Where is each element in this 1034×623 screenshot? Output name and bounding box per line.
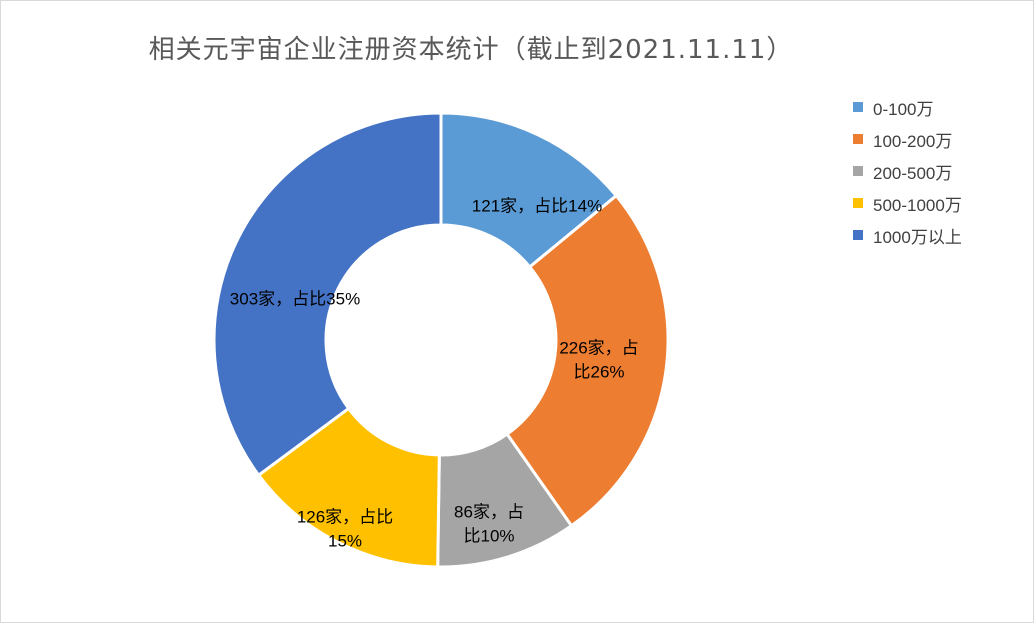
- legend-label: 0-100万: [873, 99, 934, 119]
- legend-swatch: [853, 198, 863, 208]
- legend-label: 100-200万: [873, 131, 953, 151]
- data-label-100-200万: 226家，占: [559, 338, 638, 357]
- legend-label: 500-1000万: [873, 195, 962, 215]
- data-label-200-500万: 比10%: [463, 526, 514, 545]
- legend-label: 1000万以上: [873, 227, 962, 247]
- legend-swatch: [853, 102, 863, 112]
- slice-100-200万: [505, 193, 670, 528]
- legend-swatch: [853, 134, 863, 144]
- legend-item: 100-200万: [853, 123, 962, 155]
- legend-swatch: [853, 230, 863, 240]
- data-label-0-100万: 121家，占比14%: [472, 196, 602, 215]
- data-label-100-200万: 比26%: [573, 362, 624, 381]
- data-label-200-500万: 86家，占: [454, 502, 524, 521]
- legend-swatch: [853, 166, 863, 176]
- data-label-500-1000万: 126家，占比: [297, 507, 393, 526]
- chart-title: 相关元宇宙企业注册资本统计（截止到2021.11.11）: [148, 35, 794, 65]
- legend-item: 1000万以上: [853, 219, 962, 251]
- legend-item: 500-1000万: [853, 187, 962, 219]
- legend-label: 200-500万: [873, 163, 953, 183]
- legend-item: 200-500万: [853, 155, 962, 187]
- chart-legend: 0-100万 100-200万 200-500万 500-1000万 1000万以上: [853, 91, 962, 251]
- data-label-500-1000万: 15%: [328, 531, 362, 550]
- slice-1000万以上: [212, 111, 443, 478]
- data-label-1000万以上: 303家，占比35%: [230, 289, 360, 308]
- legend-item: 0-100万: [853, 91, 962, 123]
- slice-500-1000万: [256, 406, 441, 569]
